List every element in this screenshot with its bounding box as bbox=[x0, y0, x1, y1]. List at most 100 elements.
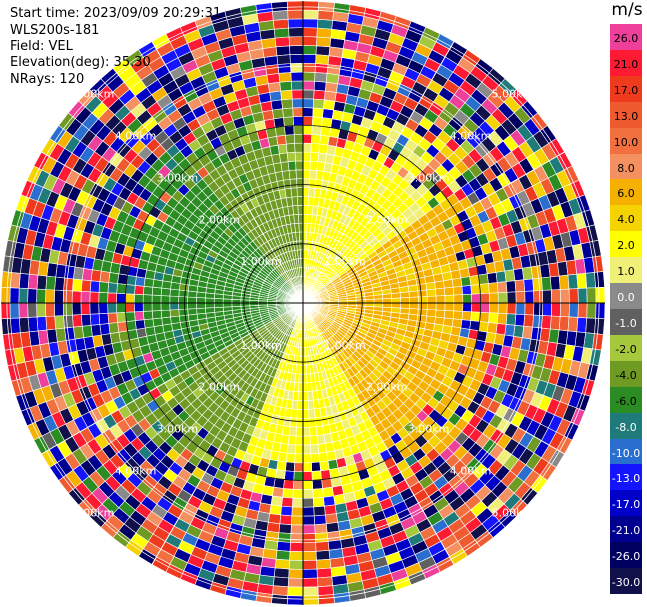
velocity-gate bbox=[277, 143, 288, 155]
colorbar-tick-label: 13.0 bbox=[613, 109, 639, 123]
velocity-gate bbox=[298, 213, 304, 224]
velocity-gate bbox=[409, 296, 419, 304]
colorbar-tick-label: -10.0 bbox=[611, 446, 641, 460]
velocity-gate bbox=[213, 306, 224, 313]
velocity-gate bbox=[272, 576, 289, 588]
range-ring-label: 5.00km bbox=[492, 506, 534, 519]
velocity-gate bbox=[142, 294, 153, 304]
velocity-gate bbox=[479, 311, 490, 323]
radial-line bbox=[41, 302, 304, 455]
velocity-gate bbox=[295, 426, 304, 437]
velocity-gate bbox=[90, 269, 102, 282]
range-ring-label: 3.00km bbox=[408, 423, 450, 436]
colorbar-tick-label: 17.0 bbox=[613, 83, 639, 97]
velocity-gate bbox=[298, 222, 304, 233]
colorbar-cell bbox=[610, 153, 642, 180]
velocity-gate bbox=[302, 524, 316, 535]
colorbar-cell bbox=[610, 309, 642, 336]
velocity-gate bbox=[295, 435, 304, 446]
velocity-gate bbox=[291, 506, 304, 517]
velocity-gate bbox=[321, 117, 333, 128]
velocity-gate bbox=[382, 293, 393, 300]
velocity-gate bbox=[18, 302, 29, 319]
velocity-gate bbox=[315, 549, 331, 561]
velocity-gate bbox=[282, 107, 294, 118]
velocity-gate bbox=[196, 297, 206, 304]
velocity-gate bbox=[279, 152, 289, 163]
velocity-gate bbox=[292, 205, 299, 216]
colorbar-cell bbox=[610, 283, 642, 310]
range-ring-label: 2.00km bbox=[199, 213, 241, 226]
velocity-gate bbox=[9, 287, 20, 304]
velocity-gate bbox=[496, 312, 508, 325]
velocity-gate bbox=[297, 196, 304, 206]
velocity-gate bbox=[505, 313, 517, 326]
velocity-gate bbox=[309, 435, 319, 446]
velocity-gate bbox=[152, 317, 163, 327]
velocity-gate bbox=[323, 495, 336, 507]
velocity-gate bbox=[373, 298, 384, 304]
velocity-gate bbox=[316, 558, 332, 570]
velocity-gate bbox=[18, 272, 30, 289]
velocity-gate bbox=[287, 9, 304, 20]
velocity-gate bbox=[461, 285, 472, 295]
velocity-gate bbox=[125, 302, 135, 313]
velocity-gate bbox=[276, 54, 291, 65]
velocity-gate bbox=[469, 274, 481, 286]
velocity-gate bbox=[54, 276, 65, 291]
velocity-gate bbox=[284, 125, 295, 136]
velocity-gate bbox=[285, 134, 295, 145]
velocity-gate bbox=[461, 311, 472, 321]
velocity-gate bbox=[486, 272, 498, 284]
velocity-gate bbox=[116, 302, 126, 314]
velocity-gate bbox=[275, 549, 291, 561]
velocity-gate bbox=[294, 444, 304, 455]
colorbar-cell bbox=[610, 101, 642, 129]
velocity-gate bbox=[133, 302, 144, 313]
velocity-gate bbox=[302, 453, 312, 464]
range-ring-label: 4.00km bbox=[450, 130, 492, 143]
velocity-gate bbox=[302, 515, 315, 526]
velocity-gate bbox=[107, 302, 118, 314]
velocity-gate bbox=[142, 285, 154, 296]
velocity-gate bbox=[549, 275, 561, 291]
colorbar-cell bbox=[610, 231, 642, 258]
velocity-gate bbox=[302, 213, 308, 224]
velocity-gate bbox=[98, 291, 109, 304]
velocity-gate bbox=[160, 302, 171, 311]
velocity-gate bbox=[315, 541, 330, 552]
colorbar-tick-label: -13.0 bbox=[611, 472, 641, 486]
velocity-gate bbox=[80, 291, 91, 304]
velocity-gate bbox=[36, 288, 47, 304]
velocity-gate bbox=[287, 577, 304, 588]
velocity-gate bbox=[592, 333, 604, 351]
velocity-gate bbox=[488, 282, 499, 294]
velocity-gate bbox=[317, 443, 327, 454]
velocity-gate bbox=[302, 80, 315, 91]
velocity-gate bbox=[273, 567, 290, 579]
colorbar-tick-label: 26.0 bbox=[613, 31, 639, 45]
velocity-gate bbox=[204, 297, 215, 304]
velocity-gate bbox=[486, 322, 498, 334]
velocity-gate bbox=[302, 204, 309, 215]
velocity-gate bbox=[53, 289, 64, 304]
colorbar-cell bbox=[610, 24, 642, 51]
velocity-gate bbox=[317, 1, 335, 12]
velocity-gate bbox=[204, 302, 215, 309]
velocity-gate bbox=[291, 196, 299, 207]
velocity-gate bbox=[291, 515, 304, 526]
velocity-gate bbox=[315, 425, 325, 436]
velocity-gate bbox=[302, 45, 317, 55]
velocity-gate bbox=[302, 187, 310, 197]
velocity-gate bbox=[462, 293, 473, 304]
velocity-gate bbox=[291, 89, 304, 100]
velocity-gate bbox=[98, 302, 109, 315]
velocity-gate bbox=[222, 302, 233, 308]
velocity-gate bbox=[314, 72, 328, 83]
velocity-gate bbox=[443, 279, 454, 289]
velocity-gate bbox=[293, 462, 304, 473]
velocity-gate bbox=[289, 551, 304, 561]
velocity-gate bbox=[290, 533, 304, 544]
velocity-gate bbox=[302, 391, 309, 402]
velocity-gate bbox=[274, 469, 286, 481]
